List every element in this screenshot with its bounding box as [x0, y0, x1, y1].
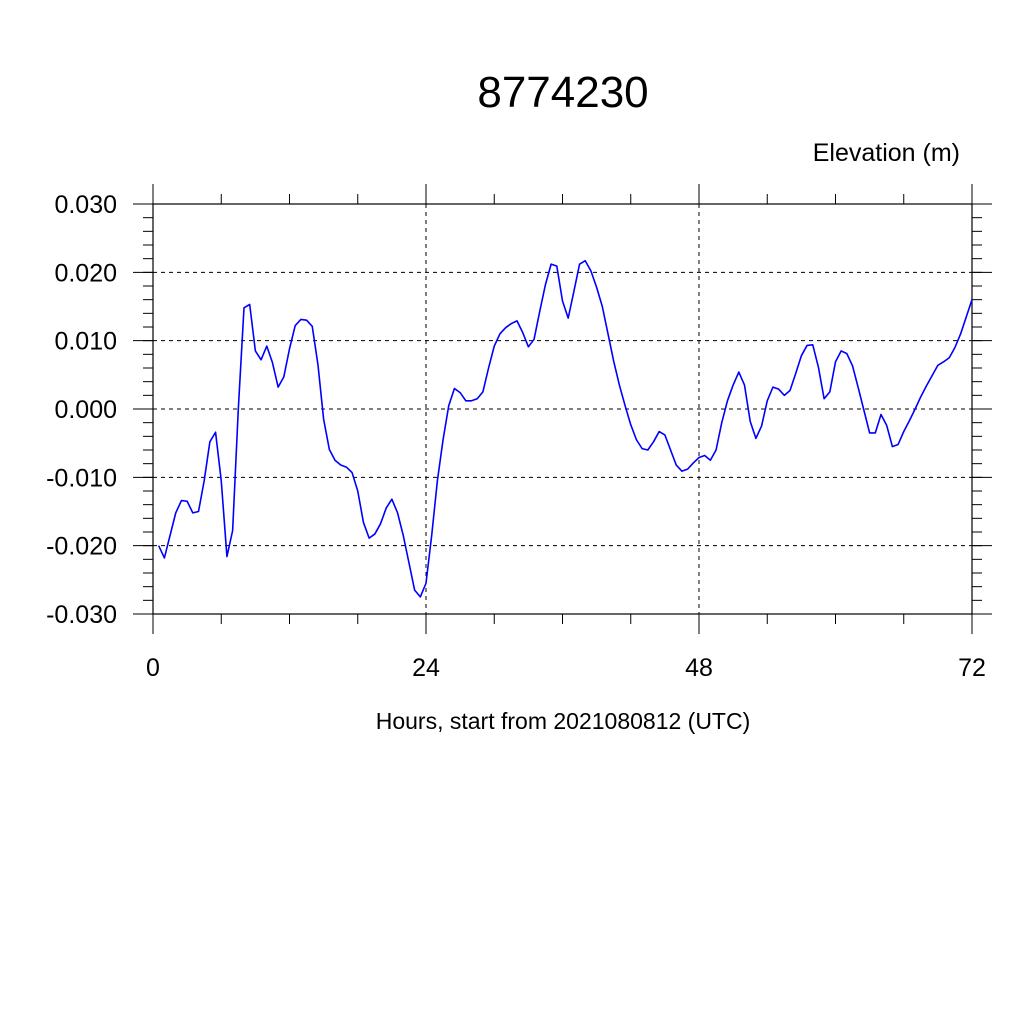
y-tick-label: -0.030 [46, 601, 117, 629]
y-tick-label: 0.030 [54, 191, 117, 219]
x-tick-label: 24 [412, 654, 440, 682]
tick-labels: -0.030 -0.020 -0.010 0.000 0.010 0.020 0.030 0 2… [46, 191, 986, 682]
y-tick-label: 0.020 [54, 259, 117, 287]
plot-border [152, 203, 973, 615]
y-axis-label: Elevation (m) [812, 139, 960, 167]
plot-frame [152, 203, 973, 615]
series-layer [157, 259, 973, 598]
grid-lines [153, 203, 972, 615]
elevation-series-line [157, 259, 973, 598]
x-axis-label: Hours, start from 2021080812 (UTC) [375, 708, 751, 734]
y-tick-label: 0.010 [54, 328, 117, 356]
axis-ticks [133, 184, 992, 634]
x-tick-label: 0 [146, 654, 160, 682]
chart-title: 8774230 [477, 68, 649, 117]
x-tick-label: 48 [685, 654, 713, 682]
y-tick-label: -0.020 [46, 533, 117, 561]
y-tick-label: 0.000 [54, 396, 117, 424]
y-tick-label: -0.010 [46, 464, 117, 492]
x-tick-label: 72 [958, 654, 986, 682]
